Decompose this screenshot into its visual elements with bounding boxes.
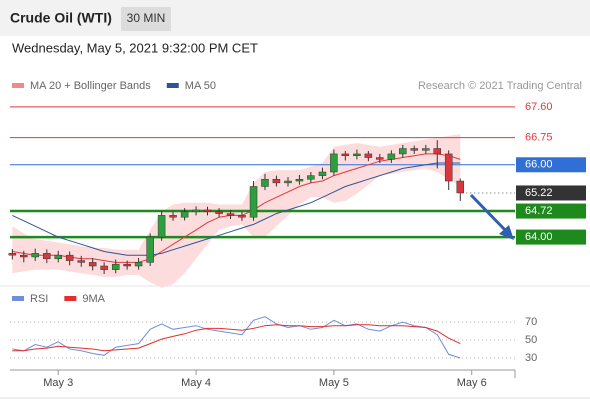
level-label: 66.75: [525, 132, 553, 144]
arrow-shaft: [469, 193, 509, 234]
candle-body: [284, 180, 292, 184]
legend-label: MA 20 + Bollinger Bands: [30, 80, 151, 92]
candle-body: [146, 236, 154, 263]
candle-body: [203, 209, 212, 213]
legend-swatch: [12, 296, 24, 301]
interval-label: 30 MIN: [127, 11, 166, 25]
candle-body: [192, 209, 200, 213]
candle-body: [295, 178, 304, 182]
candle-body: [54, 254, 62, 260]
candle-body: [77, 260, 86, 263]
level-label-box: [516, 157, 586, 173]
rsi-line: [12, 324, 461, 352]
header-bar: [0, 0, 590, 36]
level-label: 65.22: [525, 187, 553, 199]
level-label: 67.60: [525, 101, 553, 113]
candle-body: [341, 153, 350, 156]
candle-body: [272, 178, 281, 184]
forecast-arrow: [469, 193, 514, 240]
candle-body: [318, 171, 327, 176]
candle-body: [456, 180, 465, 194]
level-label-box: [516, 185, 586, 201]
interval-badge: [121, 7, 171, 31]
candle-body: [261, 178, 269, 187]
candle-body: [307, 175, 315, 180]
candle-body: [353, 153, 361, 156]
legend-swatch: [64, 296, 77, 301]
candle-body: [387, 153, 396, 160]
legend-swatch: [12, 83, 24, 88]
candle-body: [65, 254, 74, 261]
level-label-box: [516, 229, 586, 245]
legend-swatch: [166, 83, 179, 88]
candle-body: [100, 265, 108, 270]
x-tick-label: May 3: [43, 377, 73, 389]
candle-body: [157, 215, 166, 238]
candle-body: [215, 211, 223, 214]
y-tick-label: 30: [525, 352, 537, 364]
level-label: 64.72: [525, 205, 553, 217]
ma-line: [12, 153, 461, 263]
arrow-head: [499, 225, 514, 240]
candle-body: [422, 148, 430, 151]
x-tick-label: May 4: [181, 377, 211, 389]
y-tick-label: 70: [525, 316, 537, 328]
level-label-box: [516, 203, 586, 219]
candle-body: [88, 262, 97, 267]
candle-body: [180, 211, 189, 218]
candle-body: [410, 148, 418, 151]
candle-body: [169, 215, 177, 218]
candle-body: [226, 213, 235, 216]
candle-body: [20, 254, 28, 258]
candle-body: [134, 262, 143, 267]
candle-body: [249, 186, 258, 218]
level-label: 64.00: [525, 231, 553, 243]
candle-body: [8, 253, 17, 256]
candle-body: [433, 148, 442, 155]
candle-body: [330, 153, 338, 173]
level-label: 66.00: [525, 159, 553, 171]
ma-line: [12, 162, 461, 256]
y-tick-label: 50: [525, 334, 537, 346]
instrument-title: Crude Oil (WTI): [10, 10, 112, 26]
x-tick-label: May 6: [457, 377, 487, 389]
candle-body: [123, 263, 131, 267]
candle-body: [111, 263, 120, 270]
timestamp: Wednesday, May 5, 2021 9:32:00 PM CET: [12, 40, 258, 55]
candle-body: [31, 253, 39, 258]
rsi-line: [12, 316, 461, 359]
x-tick-label: May 5: [319, 377, 349, 389]
candle-body: [238, 215, 246, 218]
legend-label: 9MA: [82, 293, 105, 305]
candle-body: [399, 148, 407, 155]
candle-body: [43, 253, 51, 260]
copyright: Research © 2021 Trading Central: [418, 80, 582, 92]
candle-body: [364, 153, 373, 158]
legend-label: RSI: [30, 293, 48, 305]
legend-label: MA 50: [185, 80, 216, 92]
candle-body: [376, 157, 384, 160]
candle-body: [444, 153, 453, 182]
